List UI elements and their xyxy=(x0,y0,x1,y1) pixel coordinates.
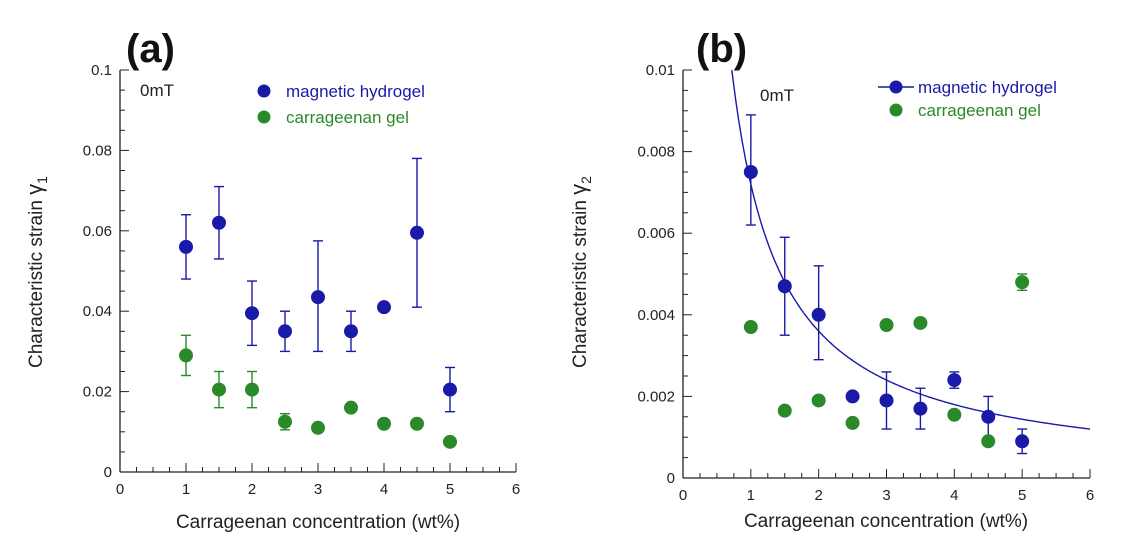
y-axis-label: Characteristic strain γ1 xyxy=(22,176,50,368)
panel-label: (b) xyxy=(696,27,747,71)
data-point xyxy=(1015,275,1030,290)
y-axis-label-main: Characteristic strain xyxy=(26,195,47,368)
x-axis-label: Carrageenan concentration (wt%) xyxy=(176,512,460,533)
legend-label: magnetic hydrogel xyxy=(918,78,1057,97)
data-point xyxy=(344,400,358,415)
x-tick-label: 4 xyxy=(950,487,958,504)
series-magnetic-hydrogel xyxy=(743,114,1030,455)
data-point xyxy=(179,239,193,254)
data-point xyxy=(245,382,259,397)
data-point xyxy=(777,403,792,418)
legend-marker xyxy=(889,103,903,117)
data-point xyxy=(212,215,226,230)
data-point xyxy=(344,324,358,339)
y-axis-label-symbol: γ xyxy=(22,184,47,195)
data-point xyxy=(1015,434,1030,449)
x-tick-label: 2 xyxy=(814,487,822,504)
x-tick-label: 4 xyxy=(380,481,388,498)
data-point xyxy=(879,393,894,408)
y-axis-label-subscript: 2 xyxy=(578,176,594,184)
data-point xyxy=(311,290,325,305)
data-point xyxy=(212,382,226,397)
legend-marker xyxy=(257,84,271,98)
y-axis-label-main: Characteristic strain xyxy=(570,195,591,368)
data-point xyxy=(879,318,894,332)
x-tick-label: 3 xyxy=(882,487,890,504)
y-tick-label: 0.01 xyxy=(646,62,675,79)
data-point xyxy=(179,348,193,363)
panel-label: (a) xyxy=(126,27,175,71)
field-annotation: 0mT xyxy=(140,81,174,100)
data-point xyxy=(947,407,962,422)
data-point xyxy=(410,416,424,431)
y-tick-label: 0.06 xyxy=(83,223,112,240)
data-point xyxy=(377,416,391,431)
legend-marker xyxy=(889,80,903,94)
field-annotation: 0mT xyxy=(760,86,794,105)
fit-curve xyxy=(731,69,1091,430)
data-point xyxy=(377,300,391,315)
y-tick-label: 0.002 xyxy=(637,388,675,405)
data-point xyxy=(443,382,457,397)
legend-label: magnetic hydrogel xyxy=(286,82,425,101)
panel-a: 0 1 2 3 4 5 6 0 0.02 0.04 0.06 0.08 0.1 Carrageenan c… xyxy=(22,27,520,533)
x-axis-label: Carrageenan concentration (wt%) xyxy=(744,511,1028,532)
y-tick-label: 0.02 xyxy=(83,384,112,401)
series-magnetic-hydrogel xyxy=(179,157,457,413)
y-tick-label: 0.006 xyxy=(637,225,675,242)
data-point xyxy=(743,320,758,335)
data-point xyxy=(913,401,928,416)
y-tick-label: 0.08 xyxy=(83,142,112,159)
y-tick-label: 0.04 xyxy=(83,303,112,320)
series-carrageenan-gel xyxy=(179,334,457,449)
y-tick-label: 0.008 xyxy=(637,144,675,161)
y-tick-label: 0.1 xyxy=(91,62,112,79)
data-point xyxy=(981,434,996,449)
data-point xyxy=(777,279,792,294)
data-point xyxy=(845,389,860,404)
data-point xyxy=(245,306,259,321)
data-point xyxy=(947,373,962,388)
panel-b: 0 1 2 3 4 5 6 0 0.002 0.004 0.006 0.008 0.01 Carragee… xyxy=(566,27,1094,532)
data-point xyxy=(743,165,758,179)
data-point xyxy=(845,415,860,430)
y-axis-label-symbol: γ xyxy=(566,184,591,195)
x-tick-label: 0 xyxy=(116,481,124,498)
data-point xyxy=(811,393,826,408)
x-tick-label: 0 xyxy=(679,487,687,504)
y-axis-label: Characteristic strain γ2 xyxy=(566,176,594,368)
data-point xyxy=(278,414,292,429)
x-tick-label: 6 xyxy=(1086,487,1094,504)
data-point xyxy=(913,315,928,330)
x-tick-label: 5 xyxy=(446,481,454,498)
series-carrageenan-gel xyxy=(743,273,1030,449)
y-axis-label-subscript: 1 xyxy=(34,176,50,184)
x-tick-label: 6 xyxy=(512,481,520,498)
x-tick-label: 3 xyxy=(314,481,322,498)
y-tick-label: 0 xyxy=(667,470,675,487)
y-tick-label: 0.004 xyxy=(637,307,675,324)
data-point xyxy=(443,434,457,449)
x-tick-label: 1 xyxy=(182,481,190,498)
data-point xyxy=(811,307,826,322)
data-point xyxy=(410,225,424,240)
legend-label: carrageenan gel xyxy=(286,108,409,127)
data-point xyxy=(278,324,292,339)
y-tick-label: 0 xyxy=(104,464,112,481)
x-tick-label: 2 xyxy=(248,481,256,498)
x-tick-label: 1 xyxy=(747,487,755,504)
legend-label: carrageenan gel xyxy=(918,101,1041,120)
data-point xyxy=(981,409,996,424)
data-point xyxy=(311,420,325,435)
x-tick-label: 5 xyxy=(1018,487,1026,504)
legend-marker xyxy=(257,110,271,124)
